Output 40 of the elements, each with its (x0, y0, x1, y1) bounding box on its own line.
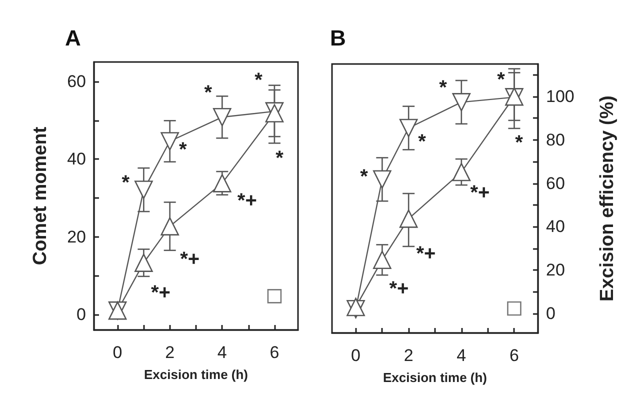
x-tick-label: 2 (404, 346, 414, 365)
annotation: * (178, 139, 187, 162)
y2-axis-title: Excision efficiency (%) (597, 96, 618, 302)
annotation: *+ (416, 243, 436, 265)
annotation: *+ (150, 282, 170, 304)
y2-tick-label: 40 (546, 217, 565, 236)
annotation: *+ (389, 278, 409, 300)
annotation: *+ (470, 182, 490, 204)
y2-tick-label: 0 (546, 304, 556, 323)
y2-tick-label: 60 (546, 174, 565, 193)
annotation: *+ (237, 190, 257, 212)
x-tick-label: 6 (270, 343, 280, 362)
annotation: * (360, 166, 368, 188)
annotation: * (439, 77, 448, 99)
chart-title: B (330, 26, 346, 50)
annotation: * (497, 69, 506, 91)
y-tick-label: 20 (67, 227, 86, 246)
x-tick-label: 4 (217, 343, 227, 362)
x-axis-title: Excision time (h) (144, 367, 248, 382)
annotation: * (204, 82, 212, 104)
x-tick-label: 2 (165, 343, 175, 362)
x-axis-title: Excision time (h) (382, 370, 488, 385)
x-tick-label: 4 (456, 346, 466, 365)
y2-tick-label: 100 (546, 87, 574, 106)
annotation: * (418, 131, 426, 153)
y2-tick-label: 80 (546, 130, 565, 150)
annotation: * (276, 147, 284, 170)
chart-title: A (65, 26, 81, 50)
annotation: * (122, 172, 130, 194)
x-tick-label: 0 (351, 346, 361, 365)
y-axis-title: Comet moment (30, 126, 51, 266)
y-tick-label: 0 (76, 304, 86, 324)
y-tick-label: 60 (67, 72, 86, 91)
annotation: * (254, 69, 263, 92)
x-tick-label: 6 (509, 346, 519, 365)
annotation: *+ (180, 248, 200, 270)
x-tick-label: 0 (112, 343, 122, 362)
y2-tick-label: 20 (546, 260, 565, 280)
y-tick-label: 40 (67, 150, 86, 169)
annotation: * (515, 132, 524, 154)
